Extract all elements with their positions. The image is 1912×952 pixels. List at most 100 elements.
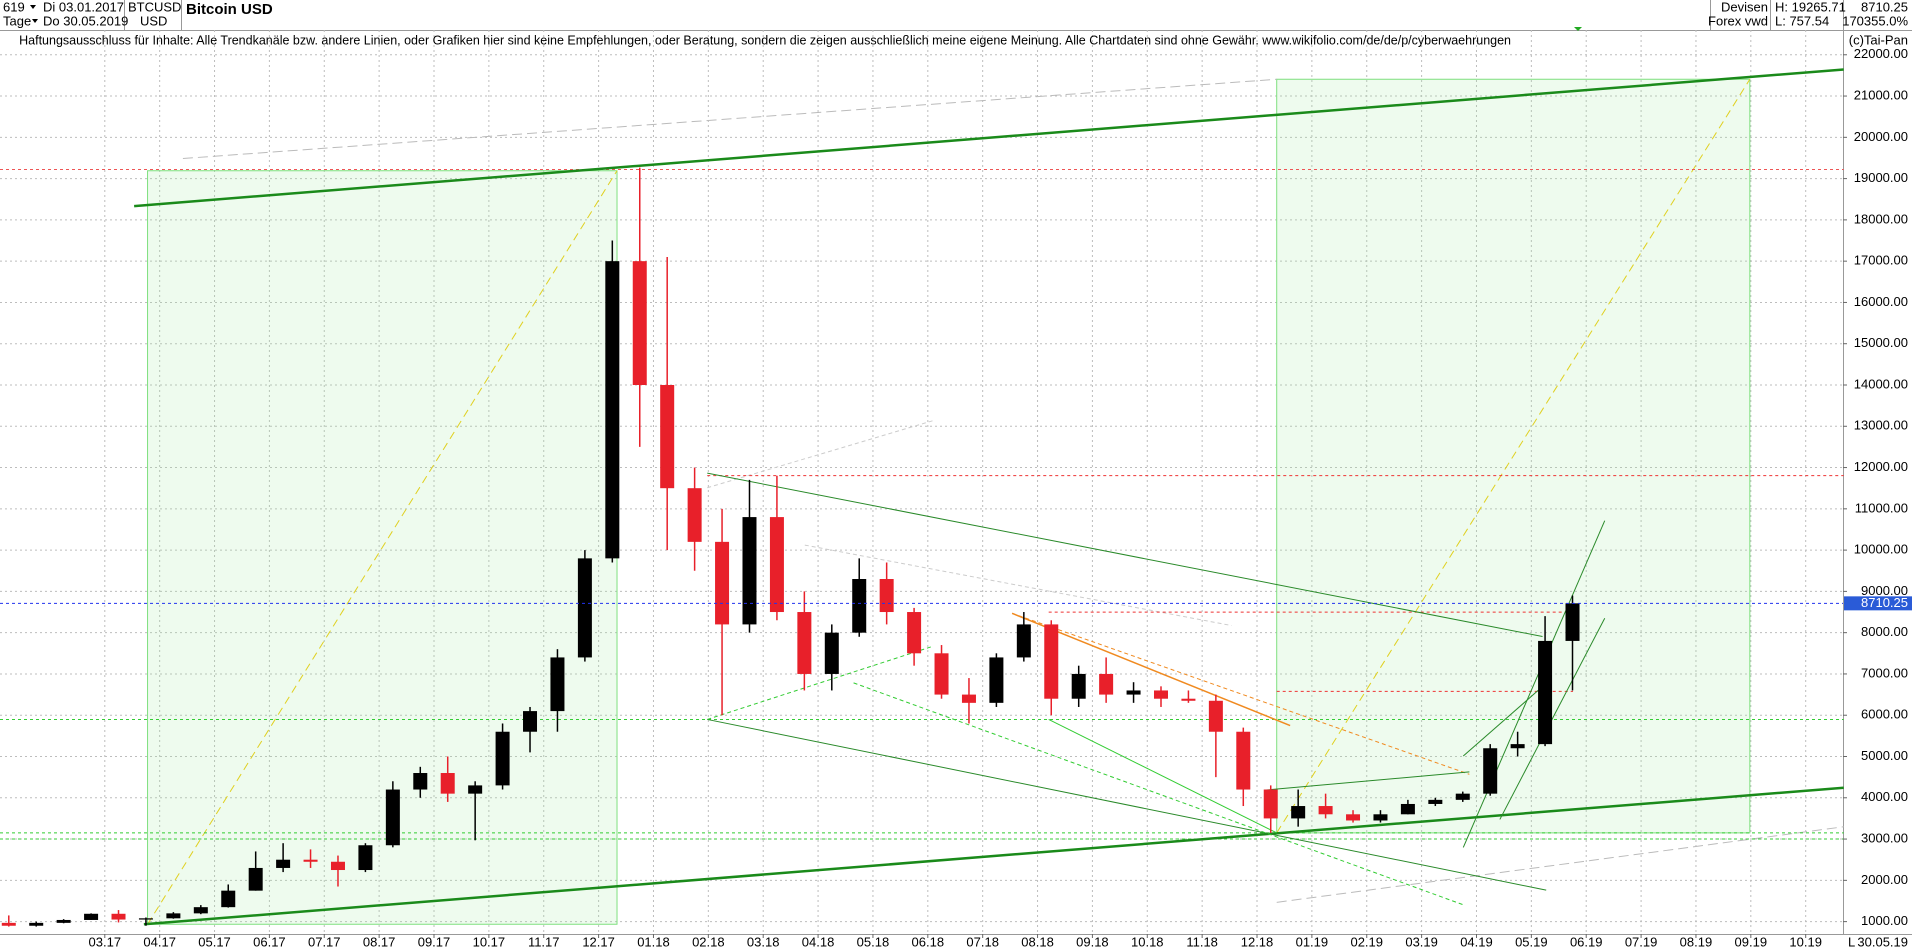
candle-body [1400, 803, 1415, 815]
dropdown-icon[interactable] [30, 5, 36, 9]
x-tick-label: 03.19 [1405, 934, 1438, 949]
fan-line [1049, 719, 1277, 832]
helper-line [183, 79, 1277, 158]
symbol: BTCUSD [128, 0, 181, 14]
candle-body [1565, 603, 1580, 641]
candle-body [1263, 789, 1278, 819]
candle-body [1291, 806, 1306, 819]
candle-body [961, 694, 976, 703]
title: Bitcoin USD [186, 1, 273, 18]
end-date: Do 30.05.2019 [43, 13, 128, 28]
candle-body [1318, 806, 1333, 815]
x-tick-label: 04.19 [1460, 934, 1493, 949]
candle-body [1181, 698, 1196, 701]
candle-body [1236, 731, 1251, 790]
change: 170355.0% [1842, 13, 1908, 28]
base-line [1265, 772, 1470, 790]
y-tick-label: 22000.00 [1854, 46, 1908, 61]
candle-body [550, 657, 565, 712]
last-price: 8710.25 [1861, 0, 1908, 14]
count[interactable]: 619 [3, 0, 25, 14]
y-tick-label: 20000.00 [1854, 129, 1908, 144]
y-tick-label: 19000.00 [1854, 170, 1908, 185]
candle-body [495, 731, 510, 786]
x-tick-label: 10.17 [473, 934, 506, 949]
marker [1574, 27, 1582, 31]
candle-body [824, 632, 839, 674]
x-tick-label: 11.18 [1186, 934, 1218, 949]
dropdown-icon[interactable] [32, 19, 38, 23]
x-tick-label: 10.19 [1789, 934, 1822, 949]
y-tick-label: 3000.00 [1861, 830, 1908, 845]
period[interactable]: Tage [3, 13, 31, 28]
trend-channel [134, 70, 1844, 207]
y-tick-label: 13000.00 [1854, 418, 1908, 433]
candle-body [1126, 690, 1141, 695]
candle-body [1510, 744, 1525, 749]
candle-body [660, 384, 675, 489]
candle-body [413, 773, 428, 790]
projection-diagonal [148, 171, 617, 925]
x-tick-label: 06.19 [1570, 934, 1603, 949]
candles [1, 167, 1580, 927]
candle-body [1373, 814, 1388, 821]
y-tick-label: 5000.00 [1861, 748, 1908, 763]
projection-diagonal [1277, 79, 1750, 833]
candle-body [989, 657, 1004, 703]
y-tick-label: 7000.00 [1861, 665, 1908, 680]
down-channel [707, 473, 1542, 636]
candle-body [605, 261, 620, 559]
candle-body [1208, 700, 1223, 732]
candle-body [934, 653, 949, 695]
candle-body [111, 913, 126, 920]
candle-body [1016, 624, 1031, 658]
x-tick-label: 05.18 [857, 934, 890, 949]
disclaimer: Haftungsausschluss für Inhalte: Alle Tre… [19, 33, 1511, 47]
candle-body [56, 919, 71, 923]
low: L: 757.54 [1775, 13, 1829, 28]
candle-body [577, 558, 592, 658]
candle-body [1044, 624, 1059, 699]
y-tick-label: 10000.00 [1854, 542, 1908, 557]
x-tick-label: 06.18 [912, 934, 945, 949]
candle-body [1153, 690, 1168, 699]
x-tick-label: 02.19 [1350, 934, 1383, 949]
source: Forex vwd [1708, 13, 1768, 28]
up-channel [1463, 687, 1542, 757]
candle-body [440, 773, 455, 794]
candle-body [138, 918, 153, 920]
candle-body [797, 612, 812, 674]
y-tick-label: 17000.00 [1854, 253, 1908, 268]
high: H: 19265.71 [1775, 0, 1846, 14]
x-tick-label: 01.18 [637, 934, 670, 949]
y-tick-label: 14000.00 [1854, 376, 1908, 391]
x-tick-label: 03.17 [89, 934, 122, 949]
candle-body [276, 859, 291, 868]
candle-body [385, 789, 400, 846]
candle-body [84, 913, 99, 920]
last-price-tag [1844, 596, 1912, 611]
candle-body [303, 859, 318, 862]
candle-body [879, 579, 894, 613]
y-tick-label: 21000.00 [1854, 87, 1908, 102]
x-tick-label: 09.19 [1735, 934, 1768, 949]
candle-body [468, 785, 483, 794]
candle-body [907, 612, 922, 654]
start-date: Di 03.01.2017 [43, 0, 124, 14]
x-tick-label: 04.17 [143, 934, 176, 949]
fan-line [707, 646, 933, 719]
candle-body [166, 913, 181, 919]
down-channel [707, 719, 1546, 890]
candle-body [1, 922, 16, 926]
x-tick-label: 09.18 [1076, 934, 1109, 949]
scale-mode[interactable]: L [1848, 934, 1855, 949]
candle-body [523, 711, 538, 732]
x-tick-label: 08.18 [1021, 934, 1054, 949]
drawings [0, 70, 1844, 925]
x-tick-label: 07.18 [966, 934, 999, 949]
copyright: (c)Tai-Pan [1849, 32, 1908, 47]
helper-line [805, 545, 1232, 625]
candle-body [687, 488, 702, 542]
x-tick-label: 01.19 [1296, 934, 1329, 949]
